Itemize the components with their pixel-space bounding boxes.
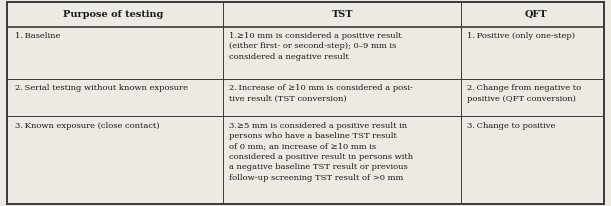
Text: 3. Known exposure (close contact): 3. Known exposure (close contact) [15,122,159,130]
Text: QFT: QFT [524,10,547,19]
Text: 2. Increase of ≥10 mm is considered a posi-
tive result (TST conversion): 2. Increase of ≥10 mm is considered a po… [229,84,413,103]
Text: 3.≥5 mm is considered a positive result in
persons who have a baseline TST resul: 3.≥5 mm is considered a positive result … [229,122,413,181]
Text: 2. Serial testing without known exposure: 2. Serial testing without known exposure [15,84,188,92]
Text: 2. Change from negative to
positive (QFT conversion): 2. Change from negative to positive (QFT… [467,84,582,103]
Text: 3. Change to positive: 3. Change to positive [467,122,556,130]
Text: 1. Positive (only one-step): 1. Positive (only one-step) [467,32,576,40]
Text: Purpose of testing: Purpose of testing [63,10,163,19]
Text: TST: TST [331,10,353,19]
Text: 1.≥10 mm is considered a positive result
(either first- or second-step); 0–9 mm : 1.≥10 mm is considered a positive result… [229,32,402,61]
Text: 1. Baseline: 1. Baseline [15,32,60,40]
